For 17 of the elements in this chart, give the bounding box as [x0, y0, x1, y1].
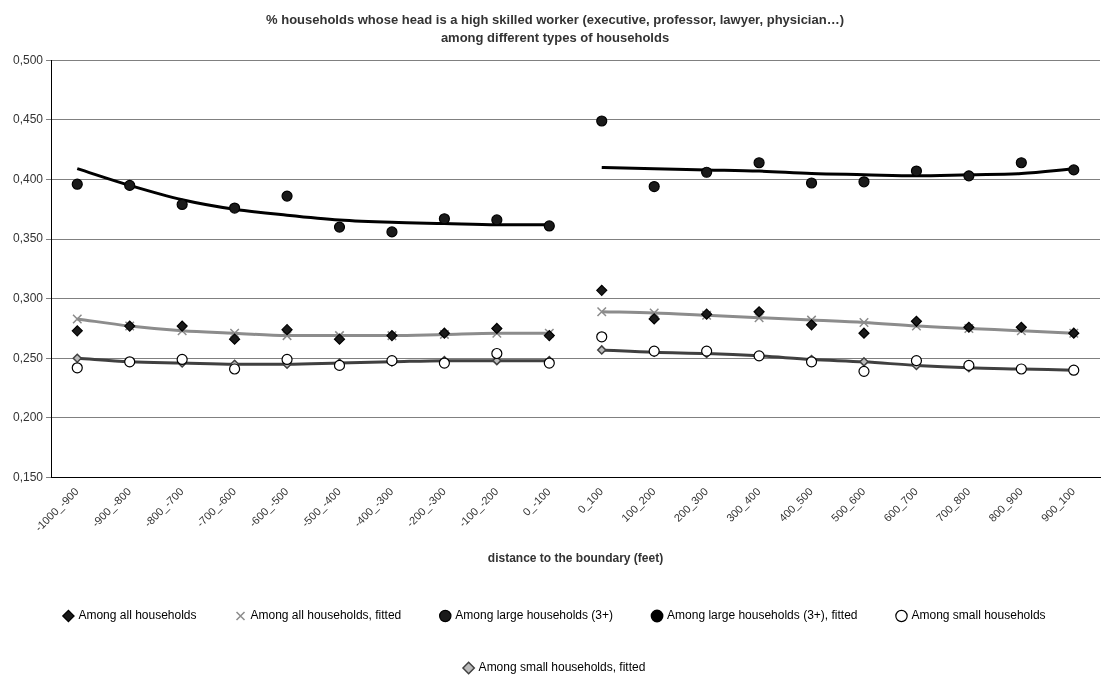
legend-label: Among small households, fitted	[478, 660, 646, 675]
x-axis-title: distance to the boundary (feet)	[487, 551, 664, 566]
chart-title: % households whose head is a high skilled worker (executive, professor, lawyer, physician…)	[266, 12, 844, 28]
y-tick-label: 0,250	[13, 350, 44, 365]
legend-label: Among large households (3+), fitted	[667, 608, 858, 623]
y-tick-label: 0,350	[13, 231, 44, 246]
legend-label: Among all households	[78, 608, 197, 623]
y-tick-label: 0,450	[13, 112, 44, 127]
legend-label: Among large households (3+)	[455, 608, 614, 623]
y-tick-label: 0,300	[13, 290, 44, 305]
legend-label: Among all households, fitted	[250, 608, 402, 623]
y-tick-label: 0,150	[13, 469, 44, 484]
y-tick-label: 0,400	[13, 171, 44, 186]
chart-subtitle: among different types of households	[440, 29, 670, 45]
legend-label: Among small households	[911, 608, 1046, 623]
y-tick-label: 0,200	[13, 410, 44, 425]
y-tick-label: 0,500	[13, 52, 44, 67]
